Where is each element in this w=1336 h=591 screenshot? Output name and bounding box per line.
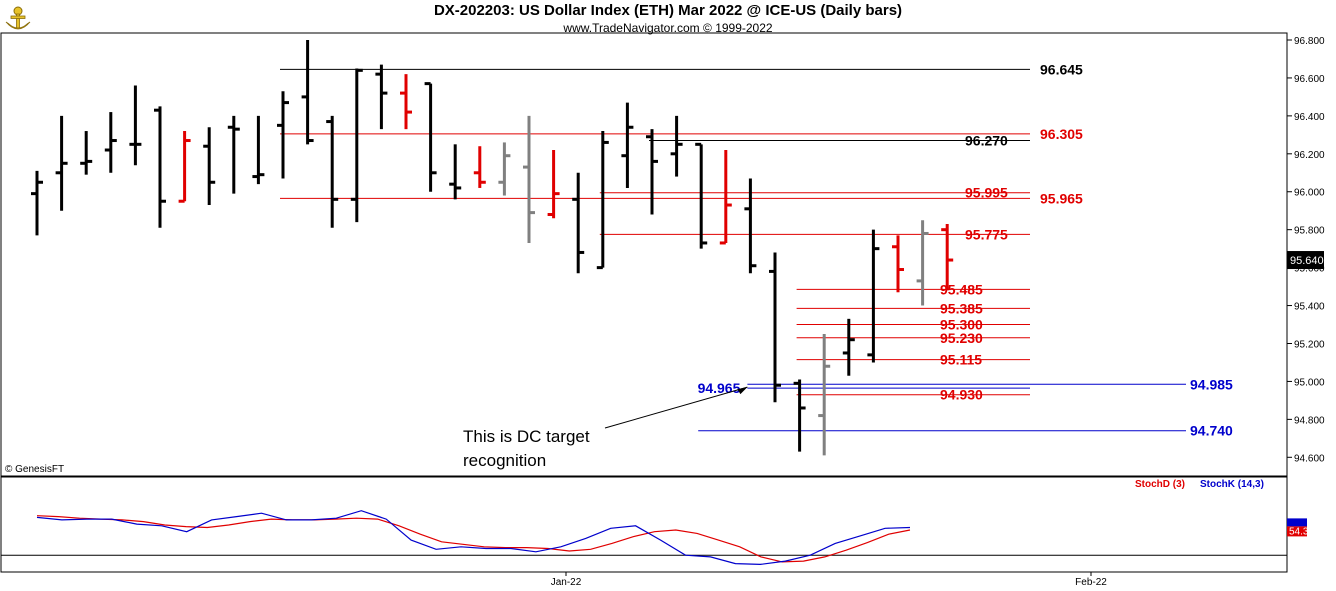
- ohlc-bar: [892, 235, 904, 293]
- price-tick-label: 96.000: [1294, 188, 1325, 199]
- ohlc-bar: [646, 129, 658, 215]
- ohlc-bar: [916, 220, 929, 306]
- ohlc-bar: [227, 115, 240, 194]
- ohlc-bar: [301, 40, 314, 145]
- ohlc-bar: [473, 146, 486, 188]
- level-label: 95.385: [940, 300, 983, 316]
- copyright-label: © GenesisFT: [5, 464, 64, 475]
- level-label: 94.740: [1190, 423, 1233, 439]
- level-label: 96.305: [1040, 126, 1083, 142]
- level-label: 95.300: [940, 317, 983, 333]
- date-tick-label: Feb-22: [1075, 577, 1107, 588]
- annotation-line2: recognition: [463, 451, 546, 470]
- level-label: 95.965: [1040, 190, 1083, 206]
- level-label: 95.775: [965, 226, 1008, 242]
- price-tick-label: 96.400: [1294, 112, 1325, 123]
- chart-subtitle: www.TradeNavigator.com © 1999-2022: [563, 21, 773, 35]
- price-axis: 96.800 96.600 96.400 96.200 96.000 95.800 95.6…: [1287, 36, 1325, 464]
- ohlc-bar: [596, 131, 609, 270]
- price-tick-label: 95.000: [1294, 377, 1325, 388]
- ohlc-bar: [621, 102, 634, 188]
- price-tick-label: 95.400: [1294, 302, 1325, 313]
- stoch-last-box-blue: [1287, 518, 1307, 527]
- ohlc-bar: [523, 115, 535, 243]
- price-tick-label: 95.200: [1294, 339, 1325, 350]
- ohlc-bar: [744, 178, 757, 274]
- ohlc-bar: [670, 115, 683, 177]
- ohlc-bar: [818, 334, 831, 456]
- price-tick-label: 95.800: [1294, 226, 1325, 237]
- ohlc-bar: [572, 172, 585, 274]
- price-tick-label: 96.800: [1294, 36, 1325, 47]
- annotation-line1: This is DC target: [463, 427, 590, 446]
- stoch-panel-frame: [0, 476, 1288, 573]
- last-price-box: [1287, 251, 1324, 270]
- level-label: 94.965: [698, 380, 741, 396]
- ohlc-bar: [498, 142, 511, 196]
- anchor-logo-icon: [5, 6, 31, 30]
- annotation-arrow: [604, 386, 748, 429]
- price-tick-label: 95.600: [1294, 264, 1325, 275]
- level-label: 96.645: [1040, 61, 1083, 77]
- annotation-arrowhead: [737, 387, 748, 395]
- ohlc-bar: [547, 150, 560, 219]
- price-tick-label: 96.600: [1294, 74, 1325, 85]
- stoch-series-line: [36, 515, 911, 563]
- ohlc-bar: [449, 144, 462, 200]
- ohlc-bar: [719, 150, 732, 245]
- level-label: 94.930: [940, 387, 983, 403]
- date-tick-label: Jan-22: [551, 577, 582, 588]
- stoch-last-label: 54.30: [1289, 526, 1314, 537]
- ohlc-bar: [31, 170, 43, 236]
- legend-stochk: StochK (14,3): [1200, 479, 1264, 490]
- level-label: 94.985: [1190, 376, 1233, 392]
- ohlc-bar: [350, 68, 363, 223]
- ohlc-bar: [203, 127, 216, 206]
- level-label: 95.995: [965, 185, 1008, 201]
- ohlc-bar: [842, 318, 855, 376]
- ohlc-bar: [375, 64, 388, 130]
- price-tick-label: 94.800: [1294, 415, 1325, 426]
- ohlc-bar: [793, 379, 806, 452]
- price-panel-frame: [0, 32, 1288, 477]
- legend-stochd: StochD (3): [1135, 479, 1185, 490]
- ohlc-bars: [31, 40, 954, 456]
- annotation: This is DC target recognition: [463, 386, 748, 470]
- stochastic-panel: StochD (3) StochK (14,3) 54.30: [1, 479, 1314, 566]
- ohlc-bar: [154, 106, 166, 228]
- chart-title: DX-202203: US Dollar Index (ETH) Mar 202…: [433, 2, 903, 19]
- stoch-series-line: [36, 510, 911, 566]
- ohlc-bar: [80, 131, 93, 175]
- level-label: 95.485: [940, 281, 983, 297]
- ohlc-bar: [104, 112, 117, 173]
- ohlc-bar: [252, 115, 265, 185]
- ohlc-bar: [424, 82, 437, 192]
- level-label: 96.270: [965, 133, 1008, 149]
- ohlc-bar: [695, 142, 708, 249]
- price-tick-label: 94.600: [1294, 453, 1325, 464]
- ohlc-bar: [867, 229, 880, 363]
- ohlc-bar: [178, 131, 191, 203]
- ohlc-bar: [326, 115, 339, 228]
- ohlc-bar: [129, 85, 142, 166]
- level-label: 95.115: [940, 352, 982, 368]
- ohlc-bar: [277, 91, 289, 179]
- level-label: 95.230: [940, 330, 983, 346]
- stoch-last-box-red: [1287, 526, 1307, 537]
- ohlc-bar: [769, 252, 781, 403]
- last-price-label: 95.640: [1290, 255, 1324, 267]
- level-lines: 96.645 96.305 96.270 95.995 95.965 95.775 95.4…: [280, 61, 1233, 439]
- ohlc-bar: [55, 115, 68, 211]
- ohlc-bar: [941, 223, 954, 291]
- ohlc-bar: [400, 74, 412, 130]
- date-axis: Jan-22 Feb-22: [551, 572, 1107, 588]
- price-tick-label: 96.200: [1294, 150, 1325, 161]
